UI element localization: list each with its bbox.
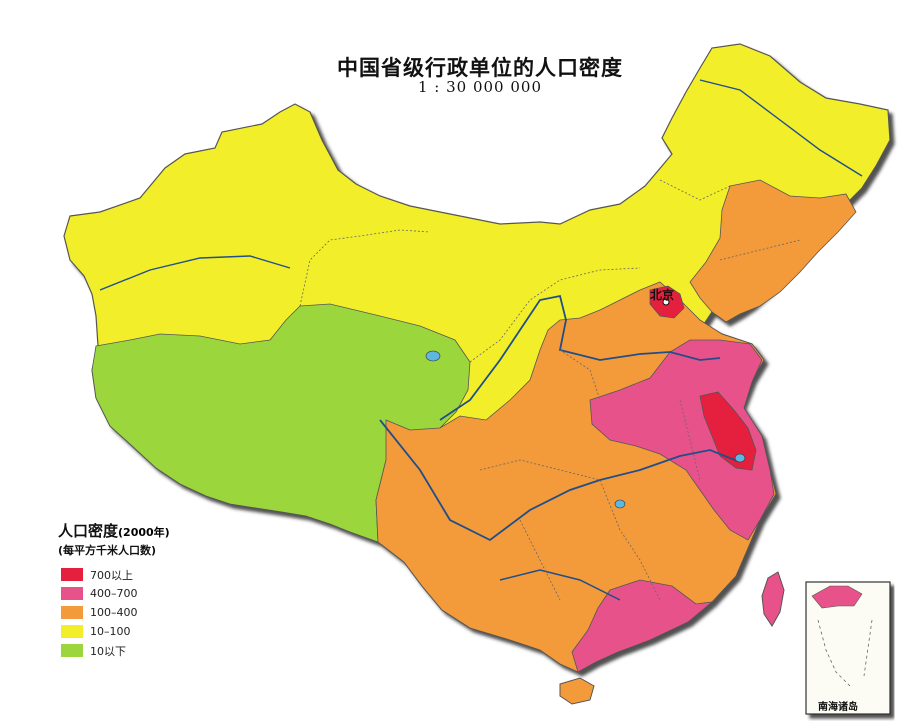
legend-label: 10–100 [90, 625, 131, 638]
south-china-sea-label: 南海诸岛 [818, 702, 858, 713]
legend: 人口密度(2000年) (每平方千米人口数) 700以上 400–700 100… [58, 520, 170, 660]
yellow-river [439, 294, 721, 421]
heilongjiang-river [699, 79, 863, 177]
pearl-river [499, 569, 621, 601]
legend-swatch [61, 625, 83, 638]
legend-swatch [61, 644, 83, 657]
qinghai-lake [425, 350, 441, 362]
legend-label: 100–400 [90, 606, 138, 619]
legend-item: 100–400 [58, 603, 170, 622]
legend-title: 人口密度 [58, 522, 119, 540]
legend-swatch [61, 587, 83, 600]
yangtze-river [379, 419, 741, 542]
tarim-river [99, 255, 291, 291]
island-taiwan [761, 571, 785, 627]
legend-label: 700以上 [90, 568, 133, 582]
south-china-sea-inset [805, 581, 891, 715]
taihu-lake [734, 453, 746, 463]
legend-item: 700以上 [58, 565, 170, 584]
legend-swatch [61, 568, 83, 581]
legend-item: 400–700 [58, 584, 170, 603]
legend-swatch [61, 606, 83, 619]
region-100-400-northeast [689, 179, 857, 323]
legend-label: 400–700 [90, 587, 138, 600]
legend-heading: 人口密度(2000年) [58, 520, 170, 541]
dongting-lake [614, 499, 626, 509]
legend-item: 10以下 [58, 641, 170, 660]
map-scale: 1 : 30 000 000 [417, 78, 543, 96]
legend-item: 10–100 [58, 622, 170, 641]
map-title: 中国省级行政单位的人口密度 [337, 55, 623, 80]
island-hainan [559, 677, 595, 705]
beijing-label: 北京 [650, 288, 675, 302]
legend-unit: (每平方千米人口数) [58, 544, 157, 557]
province-boundaries [299, 179, 801, 601]
legend-year: (2000年) [118, 526, 170, 539]
legend-label: 10以下 [90, 644, 126, 658]
beijing-marker [662, 298, 670, 306]
region-over-700-east [699, 391, 757, 471]
region-400-700-east [589, 339, 775, 541]
region-400-700-south [571, 579, 714, 673]
